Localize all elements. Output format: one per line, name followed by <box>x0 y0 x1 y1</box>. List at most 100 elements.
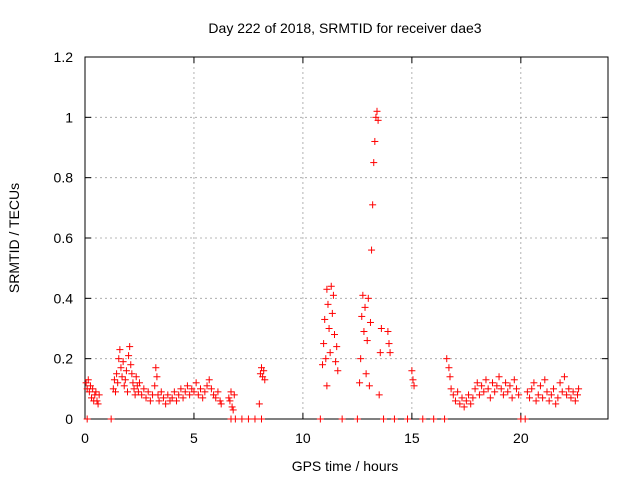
data-point <box>528 385 536 393</box>
data-point <box>121 376 129 384</box>
data-point <box>471 385 479 393</box>
data-point <box>94 400 102 408</box>
data-point <box>212 394 220 402</box>
data-point <box>556 379 564 387</box>
data-point <box>482 376 490 384</box>
data-point <box>155 397 163 405</box>
data-point <box>369 201 377 209</box>
data-point <box>534 391 542 399</box>
data-point <box>475 391 483 399</box>
data-point <box>181 388 189 396</box>
data-point <box>569 388 577 396</box>
data-point <box>146 397 154 405</box>
data-point <box>261 376 269 384</box>
chart-title: Day 222 of 2018, SRMTID for receiver dae… <box>208 20 481 36</box>
data-point <box>504 388 512 396</box>
data-point <box>419 415 427 423</box>
data-point <box>151 382 159 390</box>
y-axis-label: SRMTID / TECUs <box>6 183 22 293</box>
data-point <box>390 415 398 423</box>
data-point <box>177 385 185 393</box>
data-point <box>118 373 126 381</box>
data-point <box>375 391 383 399</box>
data-point <box>443 355 451 363</box>
data-point <box>480 388 488 396</box>
data-point <box>255 400 263 408</box>
data-point <box>228 403 236 411</box>
data-point <box>532 397 540 405</box>
data-point <box>547 391 555 399</box>
data-point <box>478 382 486 390</box>
data-point <box>225 394 233 402</box>
data-point <box>327 282 335 290</box>
data-point <box>207 385 215 393</box>
data-point <box>323 285 331 293</box>
data-point <box>368 246 376 254</box>
data-point <box>260 367 268 375</box>
y-tick-label: 0.6 <box>54 230 74 246</box>
data-point <box>409 376 417 384</box>
data-point <box>226 397 234 405</box>
data-point <box>376 349 384 357</box>
data-point <box>173 397 181 405</box>
x-tick-label: 0 <box>81 430 89 446</box>
data-point <box>201 388 209 396</box>
data-point <box>558 388 566 396</box>
data-point <box>380 415 388 423</box>
data-point <box>373 107 381 115</box>
data-point <box>360 328 368 336</box>
data-point <box>491 388 499 396</box>
data-point <box>319 361 327 369</box>
y-tick-label: 0.4 <box>54 290 74 306</box>
axis-ticks: 0 0.2 0.4 0.6 0.8 1 1.2 0 5 10 15 20 <box>54 49 608 446</box>
data-point <box>506 382 514 390</box>
data-point <box>323 382 331 390</box>
data-point <box>366 318 374 326</box>
data-point <box>251 415 259 423</box>
data-point <box>114 379 122 387</box>
data-point <box>454 388 462 396</box>
data-point <box>374 116 382 124</box>
data-point <box>456 400 464 408</box>
data-point <box>140 385 148 393</box>
data-point <box>362 370 370 378</box>
y-tick-label: 0.2 <box>54 351 74 367</box>
data-point <box>230 391 238 399</box>
data-point <box>565 385 573 393</box>
data-point <box>333 343 341 351</box>
data-point <box>203 382 211 390</box>
data-point <box>545 397 553 405</box>
data-point <box>386 349 394 357</box>
data-point <box>489 379 497 387</box>
data-point <box>377 325 385 332</box>
data-point <box>410 382 418 390</box>
data-point <box>205 376 213 384</box>
x-tick-label: 5 <box>190 430 198 446</box>
data-point <box>130 385 138 393</box>
data-point <box>328 309 336 317</box>
data-point <box>196 385 204 393</box>
data-point <box>484 385 492 393</box>
data-point <box>231 415 239 423</box>
data-point <box>258 415 266 423</box>
y-tick-label: 1.2 <box>54 49 74 65</box>
data-point <box>356 379 364 387</box>
data-point <box>499 391 507 399</box>
data-point <box>526 394 534 402</box>
data-point <box>361 303 369 311</box>
data-point <box>238 415 246 423</box>
data-point <box>159 394 167 402</box>
y-tick-label: 0 <box>65 411 73 427</box>
data-point <box>385 340 393 348</box>
data-point <box>316 415 324 423</box>
data-point <box>445 364 453 372</box>
data-point <box>495 373 503 381</box>
data-point <box>334 367 342 375</box>
data-point <box>486 394 494 402</box>
data-point <box>331 331 339 339</box>
x-tick-label: 10 <box>295 430 311 446</box>
data-point <box>216 397 224 405</box>
data-point <box>567 394 575 402</box>
data-point <box>539 394 547 402</box>
